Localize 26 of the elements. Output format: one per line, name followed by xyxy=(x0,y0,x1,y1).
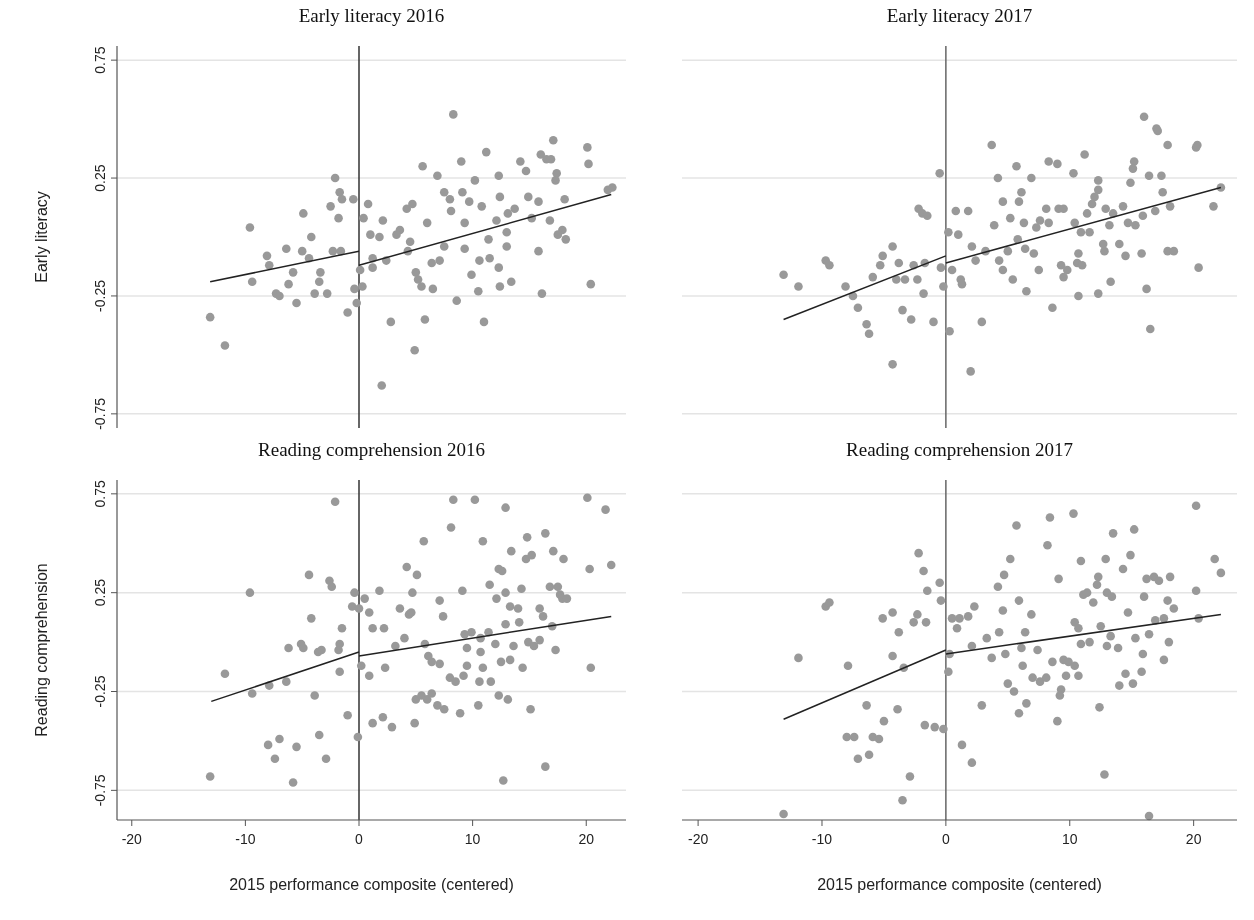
y-tick-label: -0.75 xyxy=(92,397,108,430)
x-tick-label: 10 xyxy=(1061,831,1078,847)
chart-title: Reading comprehension 2017 xyxy=(846,439,1073,460)
x-tick-label: -10 xyxy=(811,831,833,847)
x-tick-label: -20 xyxy=(121,831,143,847)
y-tick-label: 0.75 xyxy=(92,46,108,74)
x-tick-label: -10 xyxy=(235,831,256,847)
x-axis-title: 2015 performance composite (centered) xyxy=(817,876,1102,893)
chart-title: Reading comprehension 2016 xyxy=(258,439,485,460)
x-axis-title: 2015 performance composite (centered) xyxy=(229,876,514,893)
y-axis-title: Reading comprehension xyxy=(33,563,50,737)
x-tick-label: 10 xyxy=(464,831,481,847)
x-tick-label: 20 xyxy=(1185,831,1202,847)
y-tick-label: -0.75 xyxy=(92,774,108,807)
chart-title: Early literacy 2017 xyxy=(886,5,1033,26)
y-tick-label: 0.25 xyxy=(92,164,108,192)
y-tick-label: -0.25 xyxy=(92,675,108,708)
chart-title: Early literacy 2016 xyxy=(298,5,445,26)
x-tick-label: 0 xyxy=(941,831,950,847)
y-tick-label: 0.25 xyxy=(92,578,108,607)
x-tick-label: 20 xyxy=(578,831,595,847)
y-tick-label: 0.75 xyxy=(92,480,108,508)
y-tick-label: -0.25 xyxy=(92,279,108,312)
y-axis-title: Early literacy xyxy=(33,191,50,283)
x-tick-label: 0 xyxy=(355,831,364,847)
x-tick-label: -20 xyxy=(687,831,709,847)
